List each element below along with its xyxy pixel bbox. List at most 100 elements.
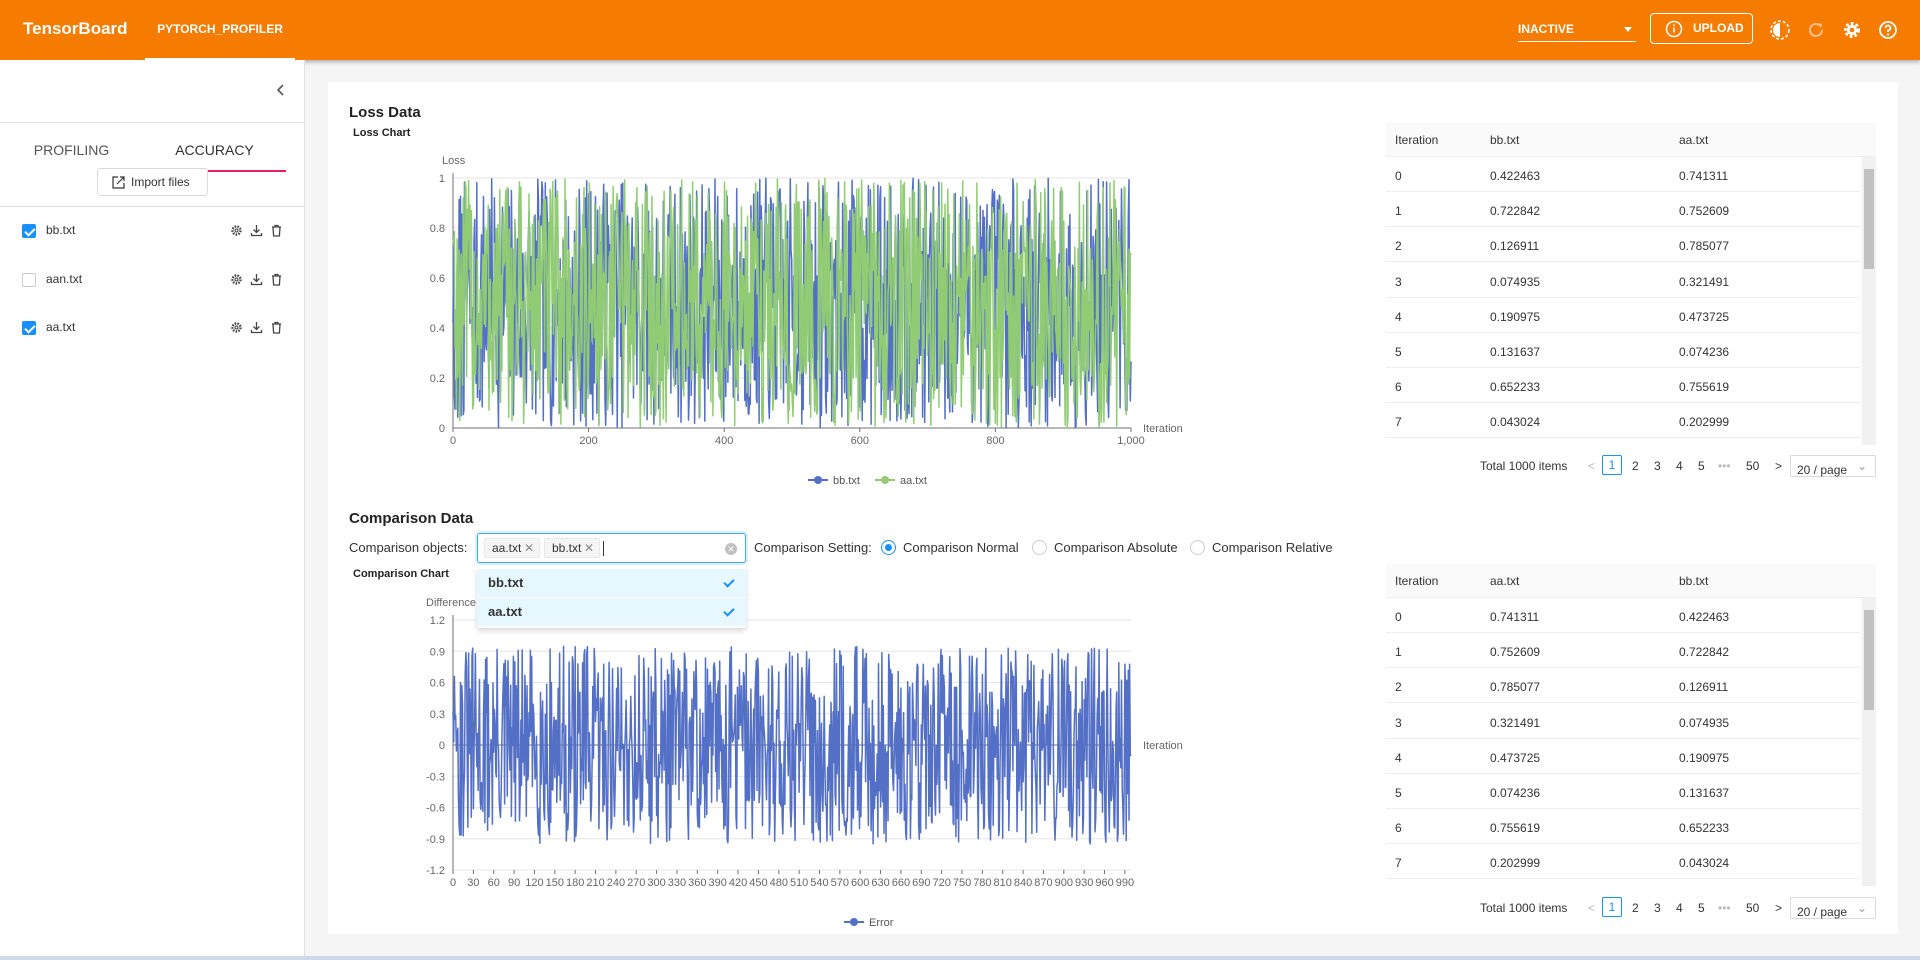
page-ellipsis[interactable]: ••• — [1718, 901, 1731, 915]
radio-comparison-absolute[interactable] — [1032, 540, 1047, 555]
selected-tag[interactable]: aa.txt ✕ — [484, 538, 540, 558]
table-cell: 0 — [1395, 169, 1402, 183]
page-button[interactable]: 4 — [1676, 459, 1683, 473]
y-axis-label: Loss — [442, 155, 466, 167]
download-icon[interactable] — [250, 224, 263, 237]
option-label: aa.txt — [488, 604, 522, 619]
settings-icon[interactable] — [230, 273, 243, 286]
tab-accuracy[interactable]: ACCURACY — [143, 130, 286, 172]
download-icon[interactable] — [250, 321, 263, 334]
dropdown-option[interactable]: bb.txt — [477, 569, 746, 597]
close-icon[interactable]: ✕ — [523, 541, 534, 555]
page-ellipsis[interactable]: ••• — [1718, 459, 1731, 473]
page-button-active[interactable]: 1 — [1602, 897, 1622, 917]
close-icon[interactable]: ✕ — [583, 541, 594, 555]
table-row: 4 0.473725 0.190975 — [1386, 739, 1860, 774]
table-cell: 0.131637 — [1679, 786, 1730, 800]
page-button[interactable]: 2 — [1632, 459, 1639, 473]
x-tick-label: 660 — [892, 877, 910, 889]
radio-label[interactable]: Comparison Absolute — [1054, 540, 1178, 555]
table-row: 5 0.131637 0.074236 — [1386, 333, 1860, 368]
scrollbar-thumb[interactable] — [1864, 610, 1874, 710]
x-tick-label: 750 — [953, 877, 971, 889]
clear-icon[interactable]: ✕ — [725, 543, 737, 555]
run-status-select[interactable]: INACTIVE — [1518, 18, 1636, 42]
chevron-left-icon[interactable] — [272, 81, 290, 99]
page-button[interactable]: 4 — [1676, 901, 1683, 915]
help-icon[interactable] — [1877, 19, 1899, 41]
x-tick-label: 150 — [546, 877, 564, 889]
x-tick-label: 960 — [1095, 877, 1113, 889]
series-line — [452, 645, 1132, 845]
x-tick-label: 900 — [1055, 877, 1073, 889]
radio-label[interactable]: Comparison Relative — [1212, 540, 1333, 555]
prev-page-button[interactable]: < — [1588, 901, 1596, 915]
import-files-button[interactable]: Import files — [97, 168, 208, 196]
y-tick-label: -0.3 — [426, 771, 445, 783]
loss-table: Iteration bb.txt aa.txt 0 0.422463 0.74131… — [1386, 123, 1876, 445]
dropdown-option[interactable]: aa.txt — [477, 598, 746, 626]
file-item[interactable]: aan.txt — [0, 264, 305, 294]
import-files-label: Import files — [131, 175, 190, 189]
refresh-icon[interactable] — [1805, 19, 1827, 41]
y-tick-label: 0.2 — [430, 373, 445, 385]
y-tick-label: -0.9 — [426, 834, 445, 846]
table-row: 6 0.652233 0.755619 — [1386, 368, 1860, 404]
file-item[interactable]: bb.txt — [0, 215, 305, 245]
selected-tag[interactable]: bb.txt ✕ — [544, 538, 600, 558]
next-page-button[interactable]: > — [1775, 901, 1783, 915]
tab-pytorch-profiler[interactable]: PYTORCH_PROFILER — [145, 0, 295, 60]
status-strip — [0, 956, 1920, 960]
page-button[interactable]: 3 — [1654, 901, 1661, 915]
tab-profiling[interactable]: PROFILING — [33, 142, 110, 158]
x-tick-label: 210 — [586, 877, 604, 889]
y-tick-label: -1.2 — [426, 865, 445, 877]
page-button-active[interactable]: 1 — [1602, 455, 1622, 475]
next-page-button[interactable]: > — [1775, 459, 1783, 473]
delete-icon[interactable] — [270, 224, 283, 237]
prev-page-button[interactable]: < — [1588, 459, 1596, 473]
page-button[interactable]: 5 — [1698, 901, 1705, 915]
table-cell: 5 — [1395, 786, 1402, 800]
page-button[interactable]: 2 — [1632, 901, 1639, 915]
download-icon[interactable] — [250, 273, 263, 286]
file-checkbox[interactable] — [22, 273, 36, 287]
x-tick-label: 330 — [668, 877, 686, 889]
loss-section-title: Loss Data — [349, 104, 421, 121]
file-checkbox[interactable] — [22, 224, 36, 238]
table-scrollbar[interactable] — [1862, 598, 1876, 886]
x-tick-label: 810 — [994, 877, 1012, 889]
table-cell: 0.074236 — [1490, 786, 1541, 800]
settings-icon[interactable] — [230, 224, 243, 237]
theme-icon[interactable] — [1769, 19, 1791, 41]
table-cell: 7 — [1395, 415, 1402, 430]
scrollbar-thumb[interactable] — [1864, 169, 1874, 269]
delete-icon[interactable] — [270, 321, 283, 334]
file-item[interactable]: aa.txt — [0, 312, 305, 342]
table-cell: 4 — [1395, 309, 1402, 324]
settings-icon[interactable] — [230, 321, 243, 334]
page-button[interactable]: 50 — [1746, 459, 1760, 473]
table-cell: 0.722842 — [1490, 204, 1541, 219]
comparison-objects-select[interactable]: aa.txt ✕ bb.txt ✕ ✕ — [477, 533, 746, 563]
legend-marker — [881, 476, 889, 484]
file-checkbox[interactable] — [22, 321, 36, 335]
delete-icon[interactable] — [270, 273, 283, 286]
table-cell: 0.785077 — [1490, 680, 1541, 695]
page-button[interactable]: 3 — [1654, 459, 1661, 473]
radio-comparison-normal[interactable] — [881, 540, 896, 555]
y-tick-label: 1 — [439, 173, 445, 185]
y-tick-label: 1.2 — [430, 615, 445, 627]
loss-chart: 0 0.2 0.4 0.6 0.8 1 0 200 400 600 800 1,000 Loss Iter… — [430, 155, 1183, 487]
page-size-value: 20 / page — [1797, 463, 1848, 477]
radio-comparison-relative[interactable] — [1190, 540, 1205, 555]
table-scrollbar[interactable] — [1862, 157, 1876, 445]
page-button[interactable]: 5 — [1698, 459, 1705, 473]
upload-button[interactable]: UPLOAD — [1650, 13, 1753, 44]
settings-icon[interactable] — [1841, 19, 1863, 41]
page-size-select[interactable]: 20 / page ⌄ — [1790, 455, 1876, 477]
radio-label[interactable]: Comparison Normal — [903, 540, 1019, 555]
page-button[interactable]: 50 — [1746, 901, 1760, 915]
x-tick-label: 390 — [709, 877, 727, 889]
page-size-select[interactable]: 20 / page ⌄ — [1790, 897, 1876, 919]
